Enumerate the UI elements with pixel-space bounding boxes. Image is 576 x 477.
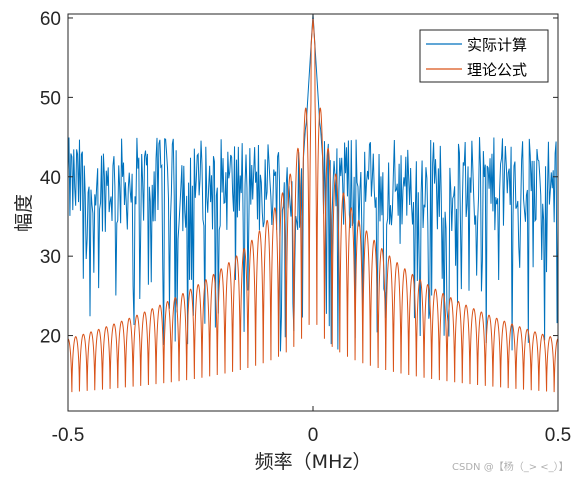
legend-label-actual: 实际计算 [467, 36, 527, 54]
y-tick-label: 30 [40, 247, 61, 268]
tick-layer: -0.5 0 0.5 20 30 40 50 60 [40, 9, 571, 446]
x-tick-label: -0.5 [52, 425, 85, 446]
legend-box [419, 29, 549, 83]
y-tick-label: 60 [40, 9, 61, 30]
y-tick-label: 20 [40, 327, 61, 348]
watermark: CSDN @【杨（_> <_）】 [452, 462, 569, 473]
y-axis-label: 幅度 [13, 194, 35, 232]
legend-label-theory: 理论公式 [467, 61, 527, 79]
x-axis-label: 频率（MHz） [255, 451, 372, 473]
x-tick-label: 0 [308, 425, 319, 446]
legend: 实际计算 理论公式 [419, 29, 549, 83]
y-tick-label: 50 [40, 88, 61, 109]
x-tick-label: 0.5 [545, 425, 571, 446]
y-tick-label: 40 [40, 168, 61, 189]
